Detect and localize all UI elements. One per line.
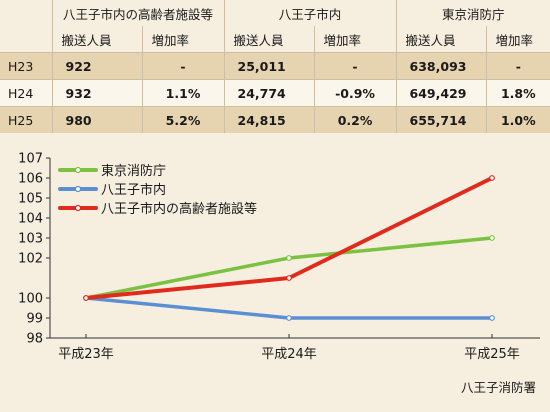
row-year: H25	[0, 106, 52, 133]
y-tick-label: 107	[18, 152, 43, 167]
legend-label: 東京消防庁	[101, 163, 166, 179]
data-point	[489, 315, 495, 321]
data-point	[83, 295, 89, 301]
table-cell: 922	[51, 52, 142, 80]
table-cell: 638,093	[395, 52, 487, 80]
subheader-corner	[0, 26, 52, 53]
y-tick-label: 100	[18, 292, 43, 307]
subheader: 搬送人員	[223, 26, 315, 53]
legend-label: 八王子市内	[101, 182, 166, 198]
x-tick-label: 平成23年	[58, 347, 114, 362]
series-line	[84, 296, 494, 320]
table-cell: 1.1%	[141, 79, 225, 107]
y-tick-label: 98	[26, 332, 43, 347]
group-header: 東京消防庁	[395, 0, 550, 26]
subheader: 増加率	[313, 26, 397, 53]
y-tick-label: 103	[18, 232, 43, 247]
subheader: 搬送人員	[51, 26, 142, 53]
table-cell: -	[141, 52, 225, 80]
row-year: H24	[0, 79, 52, 107]
data-point	[286, 275, 292, 281]
stats-table: 八王子市内の高齢者施設等 八王子市内 東京消防庁 搬送人員 増加率 搬送人員 増…	[0, 0, 550, 133]
table-cell: -0.9%	[313, 79, 397, 107]
table-cell: -	[313, 52, 397, 80]
y-tick-label: 105	[18, 192, 43, 207]
table-cell: 0.2%	[313, 106, 397, 133]
data-point	[489, 175, 495, 181]
table-cell: 25,011	[223, 52, 315, 80]
subheader: 増加率	[485, 26, 550, 53]
table-cell: -	[485, 52, 550, 80]
row-year: H23	[0, 52, 52, 80]
table-cell: 24,815	[223, 106, 315, 133]
table-row: H24 932 1.1% 24,774 -0.9% 649,429 1.8%	[0, 79, 550, 107]
table-cell: 24,774	[223, 79, 315, 107]
header-corner	[0, 0, 52, 26]
table-row: H23 922 - 25,011 - 638,093 -	[0, 52, 550, 80]
group-header: 八王子市内	[223, 0, 397, 26]
y-tick-label: 99	[26, 312, 43, 327]
legend-marker	[74, 185, 82, 193]
legend-marker	[74, 204, 82, 212]
table-cell: 1.0%	[485, 106, 550, 133]
y-tick-label: 106	[18, 172, 43, 187]
legend-marker	[74, 166, 82, 174]
line-chart: 98 99 100 102 103 104 105 106 107 平成23年 平成24年 平成25年…	[18, 152, 540, 362]
data-point	[286, 315, 292, 321]
legend-label: 八王子市内の高齢者施設等	[101, 201, 257, 217]
subheader: 搬送人員	[395, 26, 487, 53]
table-cell: 649,429	[395, 79, 487, 107]
table-cell: 655,714	[395, 106, 487, 133]
table-cell: 1.8%	[485, 79, 550, 107]
y-tick-label: 102	[18, 252, 43, 267]
source-label: 八王子消防署	[460, 380, 536, 395]
y-tick-label: 104	[18, 212, 43, 227]
table-row: H25 980 5.2% 24,815 0.2% 655,714 1.0%	[0, 106, 550, 133]
data-point	[286, 255, 292, 261]
table-cell: 980	[51, 106, 142, 133]
data-point	[489, 235, 495, 241]
subheader: 増加率	[141, 26, 225, 53]
group-header: 八王子市内の高齢者施設等	[51, 0, 225, 26]
x-tick-label: 平成25年	[464, 347, 520, 362]
series-line	[84, 236, 494, 300]
table-cell: 932	[51, 79, 142, 107]
x-tick-label: 平成24年	[261, 347, 317, 362]
table-cell: 5.2%	[141, 106, 225, 133]
